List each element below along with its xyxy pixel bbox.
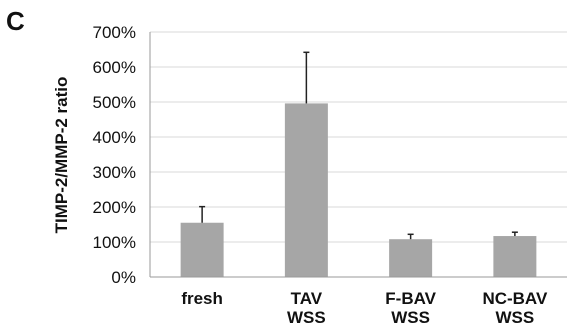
gridlines — [150, 31, 567, 243]
bar — [389, 239, 433, 277]
error-bars — [199, 51, 518, 240]
x-tick-label: WSS — [496, 308, 535, 327]
x-tick-label: WSS — [287, 308, 326, 327]
bar — [284, 103, 328, 278]
y-tick-label: 700% — [93, 23, 136, 42]
y-tick-label: 600% — [93, 58, 136, 77]
y-axis-label: TIMP-2/MMP-2 ratio — [52, 77, 71, 234]
x-tick-label: F-BAV — [385, 289, 436, 308]
x-tick-label: WSS — [391, 308, 430, 327]
x-tick-label: TAV — [291, 289, 323, 308]
x-tick-label: NC-BAV — [482, 289, 548, 308]
bars — [180, 103, 537, 278]
x-tick-label: fresh — [181, 289, 223, 308]
y-tick-label: 100% — [93, 233, 136, 252]
y-tick-label: 400% — [93, 128, 136, 147]
y-tick-label: 300% — [93, 163, 136, 182]
y-tick-labels: 0% 100% 200% 300% 400% 500% 600% 700% — [93, 23, 136, 287]
y-tick-label: 200% — [93, 198, 136, 217]
y-tick-label: 0% — [111, 268, 136, 287]
bar — [493, 236, 537, 277]
panel-label: C — [6, 6, 25, 36]
bar — [180, 222, 224, 277]
y-tick-label: 500% — [93, 93, 136, 112]
axes — [149, 32, 567, 278]
